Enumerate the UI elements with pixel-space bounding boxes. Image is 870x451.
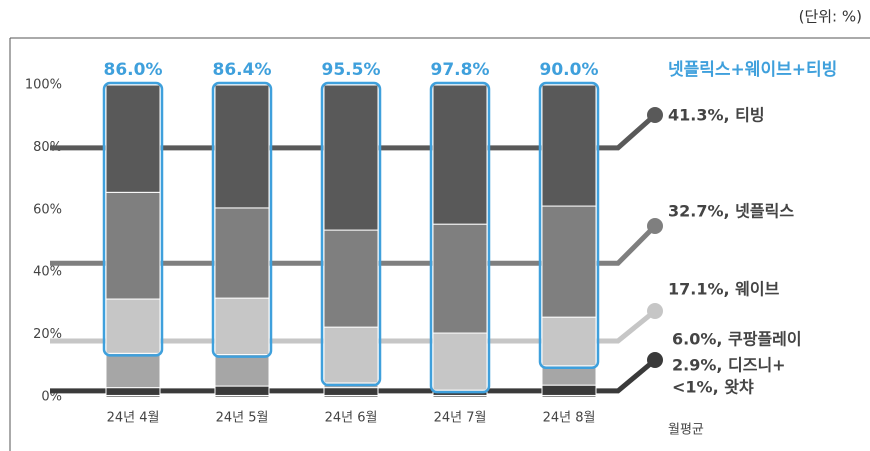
y-tick-label: 40% — [33, 265, 62, 280]
average-dot — [647, 107, 663, 123]
bar-segment — [214, 207, 270, 299]
bar-segment — [323, 387, 379, 396]
bar-segment — [105, 84, 161, 193]
y-tick-label: 60% — [33, 202, 62, 217]
average-dot — [647, 352, 663, 368]
x-tick-label: 24년 7월 — [434, 411, 487, 426]
bar-segment — [432, 332, 488, 391]
x-tick-label: 24년 8월 — [543, 411, 596, 426]
bar-segment — [105, 298, 161, 354]
bar-segment — [323, 229, 379, 328]
total-label: 86.0% — [104, 60, 163, 80]
highlight-box — [102, 81, 164, 357]
average-dot — [647, 218, 663, 234]
x-tick-label: 24년 6월 — [325, 411, 378, 426]
x-tick-label: 24년 5월 — [216, 411, 269, 426]
average-dot — [647, 303, 663, 319]
highlight-box — [429, 81, 491, 394]
highlight-box — [538, 81, 600, 370]
average-label: 41.3%, 티빙 — [668, 106, 765, 125]
bar-segment — [323, 326, 379, 384]
bar-segment — [541, 384, 597, 396]
highlight-box — [211, 81, 273, 358]
bar-segment — [214, 385, 270, 396]
total-label: 95.5% — [322, 60, 381, 80]
total-label: 86.4% — [213, 60, 272, 80]
bar-segment — [214, 354, 270, 387]
x-tick-label: 24년 4월 — [107, 411, 160, 426]
bar-segment — [541, 205, 597, 318]
y-tick-label: 20% — [33, 327, 62, 342]
average-label: 월평균 — [668, 423, 704, 438]
bar-segment — [105, 352, 161, 389]
unit-note: (단위: %) — [799, 8, 862, 26]
bar-segment — [432, 84, 488, 225]
highlight-box — [320, 81, 382, 387]
bar-segment — [323, 84, 379, 231]
highlight-label: 넷플릭스+웨이브+티빙 — [668, 60, 837, 80]
bar-segment — [432, 223, 488, 334]
bar-segment — [214, 297, 270, 356]
average-label: 17.1%, 웨이브 — [668, 280, 780, 299]
total-label: 97.8% — [431, 60, 490, 80]
average-label: 32.7%, 넷플릭스 — [668, 202, 794, 221]
y-tick-label: 80% — [33, 140, 62, 155]
bar-segment — [541, 84, 597, 207]
y-tick-label: 100% — [25, 78, 62, 93]
bar-segment — [105, 191, 161, 300]
average-label: <1%, 왓챠 — [672, 378, 754, 397]
total-label: 90.0% — [540, 60, 599, 80]
bar-segment — [541, 316, 597, 367]
average-label: 2.9%, 디즈니+ — [672, 356, 786, 375]
bar-segment — [105, 387, 161, 396]
bar-segment — [214, 84, 270, 209]
average-label: 6.0%, 쿠팡플레이 — [672, 330, 802, 349]
